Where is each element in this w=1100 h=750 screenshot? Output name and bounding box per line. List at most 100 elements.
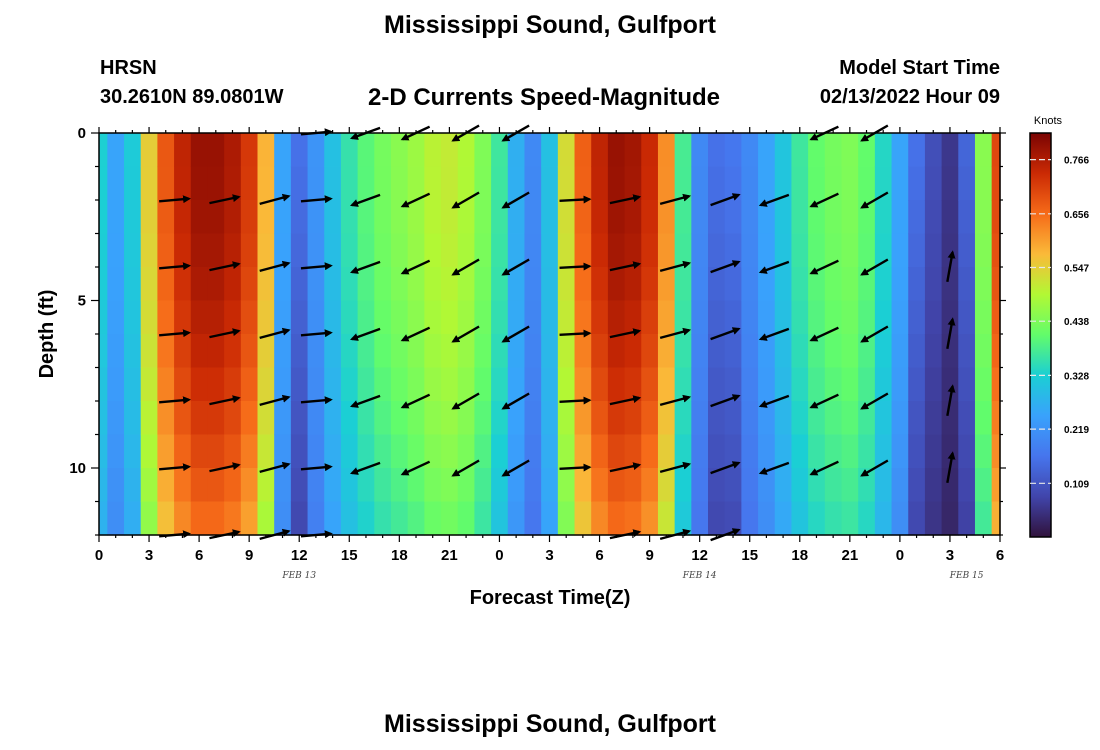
heatmap-cell bbox=[941, 334, 959, 369]
heatmap-cell bbox=[774, 200, 793, 235]
heatmap-cell bbox=[574, 434, 592, 469]
heatmap-cell bbox=[891, 501, 909, 536]
heatmap-cell bbox=[741, 233, 759, 268]
heatmap-cell bbox=[591, 233, 609, 268]
heatmap-cell bbox=[741, 166, 759, 201]
heatmap-cell bbox=[424, 501, 442, 536]
heatmap-cell bbox=[224, 501, 242, 536]
colorbar-tick-label: 0.547 bbox=[1064, 264, 1089, 275]
heatmap-cell bbox=[107, 334, 125, 369]
heatmap-cell bbox=[257, 334, 275, 369]
heatmap-cell bbox=[357, 166, 375, 201]
heatmap-cell bbox=[774, 133, 793, 168]
heatmap-cell bbox=[657, 200, 676, 235]
heatmap-cell bbox=[274, 267, 292, 302]
heatmap-cell bbox=[574, 166, 592, 201]
heatmap-cell bbox=[758, 300, 776, 335]
heatmap-cell bbox=[741, 468, 759, 503]
heatmap-cell bbox=[758, 267, 776, 302]
heatmap-cell bbox=[557, 200, 576, 235]
heatmap-cell bbox=[841, 401, 859, 436]
heatmap-cell bbox=[107, 367, 125, 402]
heatmap-cell bbox=[99, 468, 108, 503]
heatmap-cell bbox=[541, 166, 559, 201]
heatmap-cell bbox=[841, 166, 859, 201]
heatmap-cell bbox=[357, 267, 375, 302]
heatmap-cell bbox=[758, 334, 776, 369]
heatmap-cell bbox=[357, 200, 375, 235]
heatmap-cell bbox=[190, 334, 209, 369]
heatmap-cell bbox=[274, 334, 292, 369]
x-tick-label: 18 bbox=[391, 547, 408, 564]
heatmap-cell bbox=[908, 367, 926, 402]
heatmap-cell bbox=[841, 434, 859, 469]
heatmap-cell bbox=[958, 233, 976, 268]
heatmap-cell bbox=[474, 267, 492, 302]
heatmap-cell bbox=[791, 133, 809, 168]
heatmap-cell bbox=[491, 334, 509, 369]
heatmap-cell bbox=[390, 300, 409, 335]
heatmap-cell bbox=[974, 334, 993, 369]
heatmap-cell bbox=[657, 334, 676, 369]
heatmap-cell bbox=[174, 334, 192, 369]
current-vector-arrow bbox=[860, 258, 889, 276]
heatmap-cell bbox=[224, 367, 242, 402]
heatmap-cell bbox=[858, 468, 876, 503]
heatmap-cell bbox=[991, 367, 1001, 402]
heatmap-cell bbox=[190, 401, 209, 436]
heatmap-cell bbox=[958, 267, 976, 302]
heatmap-cell bbox=[107, 501, 125, 536]
heatmap-cell bbox=[524, 367, 542, 402]
heatmap-cell bbox=[908, 166, 926, 201]
heatmap-cell bbox=[474, 233, 492, 268]
heatmap-cell bbox=[641, 367, 659, 402]
heatmap-cell bbox=[307, 200, 325, 235]
heatmap-cell bbox=[724, 166, 742, 201]
heatmap-cell bbox=[441, 200, 459, 235]
heatmap-cell bbox=[591, 200, 609, 235]
heatmap-cell bbox=[808, 367, 826, 402]
heatmap-cell bbox=[240, 166, 259, 201]
heatmap-cell bbox=[657, 233, 676, 268]
heatmap-cell bbox=[958, 468, 976, 503]
heatmap-cell bbox=[107, 434, 125, 469]
heatmap-cell bbox=[891, 334, 909, 369]
heatmap-cell bbox=[541, 267, 559, 302]
colorbar-tick-label: 0.109 bbox=[1064, 479, 1089, 490]
heatmap-cell bbox=[524, 300, 542, 335]
heatmap-cell bbox=[190, 300, 209, 335]
heatmap-cell bbox=[624, 133, 642, 168]
current-vector-arrow bbox=[300, 195, 333, 204]
heatmap-cell bbox=[99, 133, 108, 168]
heatmap-cell bbox=[157, 334, 175, 369]
heatmap-cell bbox=[257, 367, 275, 402]
heatmap-cell bbox=[641, 133, 659, 168]
heatmap-cell bbox=[374, 133, 392, 168]
heatmap-cell bbox=[974, 233, 993, 268]
heatmap-cell bbox=[841, 468, 859, 503]
heatmap-cell bbox=[240, 468, 259, 503]
heatmap-cell bbox=[290, 300, 309, 335]
heatmap-cell bbox=[424, 200, 442, 235]
y-tick-label: 10 bbox=[69, 460, 86, 477]
current-vector-arrow bbox=[559, 463, 592, 472]
heatmap-cell bbox=[758, 367, 776, 402]
heatmap-cell bbox=[140, 334, 158, 369]
heatmap-cell bbox=[657, 367, 676, 402]
current-vector-arrow bbox=[710, 260, 741, 274]
heatmap-cell bbox=[491, 233, 509, 268]
current-vector-arrow bbox=[159, 262, 192, 271]
heatmap-cell bbox=[924, 133, 943, 168]
heatmap-cell bbox=[974, 300, 993, 335]
heatmap-cell bbox=[557, 468, 576, 503]
heatmap-cell bbox=[657, 501, 676, 536]
heatmap-cell bbox=[257, 133, 275, 168]
heatmap-cell bbox=[207, 200, 225, 235]
heatmap-cell bbox=[424, 367, 442, 402]
heatmap-cell bbox=[340, 468, 359, 503]
heatmap-cell bbox=[691, 166, 709, 201]
current-vector-arrow bbox=[710, 461, 741, 475]
heatmap-cell bbox=[424, 434, 442, 469]
heatmap-cell bbox=[808, 166, 826, 201]
x-axis: 0 3 6 9 12 15 18 21 0 3 6 9 12 15 18 21 0 3 6 bbox=[95, 127, 1004, 564]
